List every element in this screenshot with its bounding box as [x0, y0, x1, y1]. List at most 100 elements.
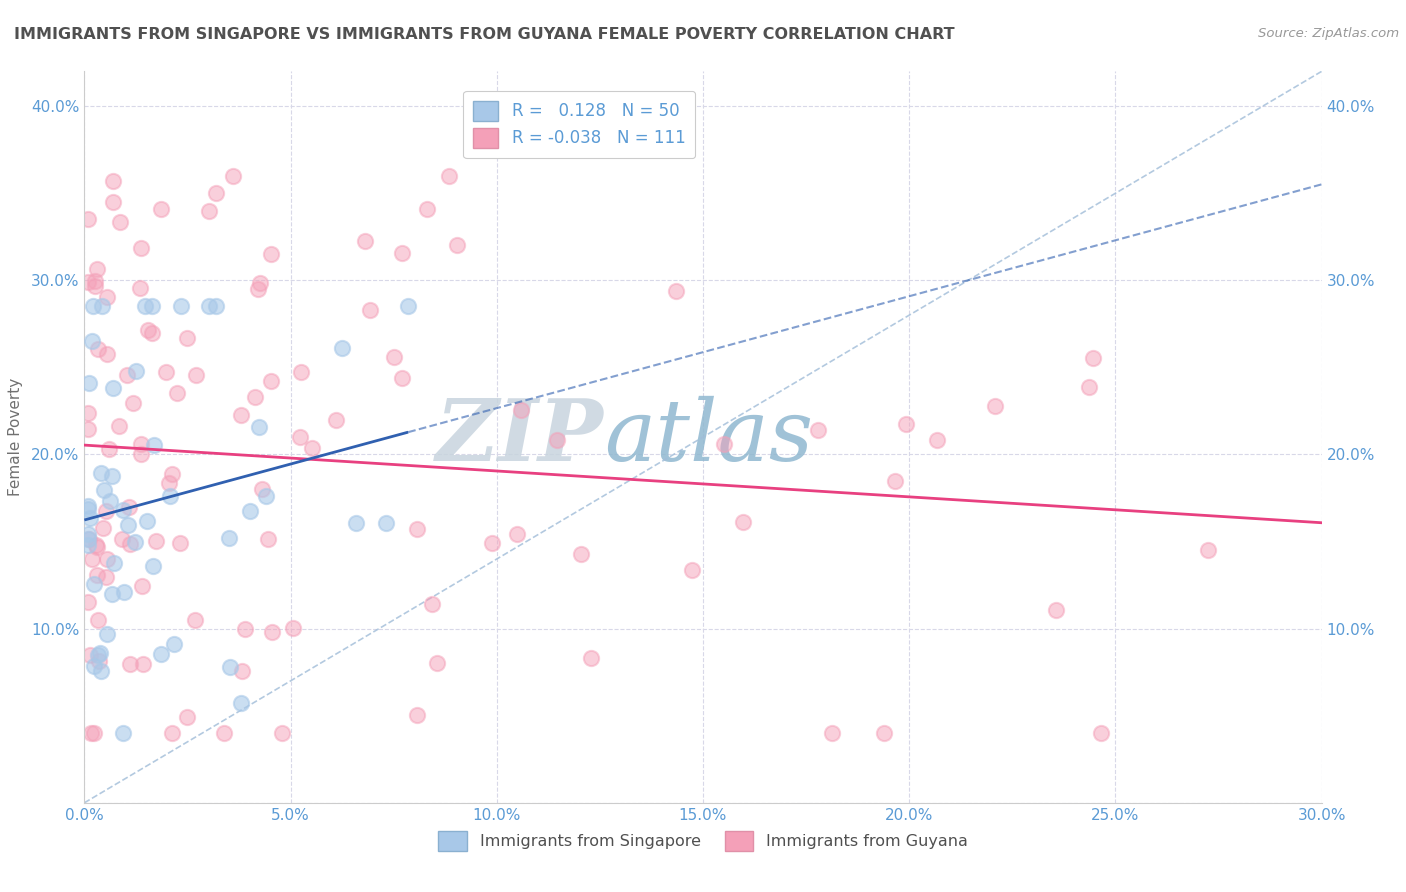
- Point: [90, 300, 112, 314]
- Point: [77, 500, 100, 514]
- Point: [290, 365, 312, 379]
- Point: [80, 334, 103, 349]
- Point: [108, 418, 131, 433]
- Point: [257, 532, 280, 546]
- Point: [681, 562, 703, 576]
- Point: [176, 710, 198, 724]
- Point: [145, 534, 167, 549]
- Point: [184, 613, 207, 627]
- Point: [481, 536, 503, 550]
- Point: [344, 516, 367, 531]
- Point: [405, 522, 427, 536]
- Point: [100, 587, 122, 601]
- Point: [77, 422, 100, 436]
- Point: [353, 235, 375, 249]
- Point: [510, 403, 533, 417]
- Point: [239, 504, 262, 518]
- Point: [420, 597, 443, 611]
- Point: [110, 215, 132, 229]
- Text: IMMIGRANTS FROM SINGAPORE VS IMMIGRANTS FROM GUYANA FEMALE POVERTY CORRELATION C: IMMIGRANTS FROM SINGAPORE VS IMMIGRANTS …: [14, 27, 955, 42]
- Point: [821, 726, 844, 740]
- Point: [83, 279, 105, 293]
- Point: [163, 637, 186, 651]
- Point: [129, 241, 152, 255]
- Point: [426, 656, 449, 670]
- Point: [90, 466, 112, 480]
- Point: [807, 423, 830, 437]
- Y-axis label: Female Poverty: Female Poverty: [7, 378, 22, 496]
- Point: [136, 323, 159, 337]
- Point: [229, 696, 252, 710]
- Point: [141, 326, 163, 340]
- Point: [86, 262, 108, 277]
- Point: [96, 551, 118, 566]
- Point: [1197, 542, 1219, 557]
- Point: [925, 433, 948, 447]
- Point: [231, 664, 253, 678]
- Point: [713, 436, 735, 450]
- Point: [141, 300, 163, 314]
- Point: [359, 303, 381, 318]
- Point: [91, 520, 114, 534]
- Point: [93, 483, 115, 497]
- Point: [79, 511, 101, 525]
- Point: [87, 342, 110, 356]
- Point: [249, 276, 271, 290]
- Point: [176, 331, 198, 345]
- Point: [1077, 379, 1099, 393]
- Point: [87, 613, 110, 627]
- Point: [446, 238, 468, 252]
- Point: [129, 447, 152, 461]
- Point: [111, 726, 134, 740]
- Point: [103, 381, 125, 395]
- Point: [77, 376, 100, 390]
- Point: [406, 707, 429, 722]
- Point: [375, 516, 398, 530]
- Point: [382, 350, 405, 364]
- Point: [149, 202, 172, 216]
- Point: [259, 247, 281, 261]
- Point: [1090, 726, 1112, 740]
- Point: [170, 300, 193, 314]
- Point: [271, 726, 294, 740]
- Point: [86, 568, 108, 582]
- Point: [1045, 603, 1067, 617]
- Point: [437, 169, 460, 183]
- Point: [79, 648, 101, 662]
- Point: [416, 202, 439, 216]
- Point: [77, 275, 100, 289]
- Point: [94, 570, 117, 584]
- Point: [391, 245, 413, 260]
- Point: [101, 174, 124, 188]
- Point: [77, 406, 100, 420]
- Point: [124, 534, 146, 549]
- Point: [124, 363, 146, 377]
- Point: [984, 399, 1007, 413]
- Point: [77, 532, 100, 546]
- Point: [222, 169, 245, 183]
- Point: [150, 648, 173, 662]
- Point: [96, 290, 118, 304]
- Point: [873, 726, 896, 740]
- Point: [87, 648, 110, 663]
- Point: [155, 365, 177, 379]
- Point: [97, 442, 120, 457]
- Point: [301, 441, 323, 455]
- Point: [103, 194, 125, 209]
- Point: [896, 417, 918, 431]
- Text: ZIP: ZIP: [436, 395, 605, 479]
- Point: [83, 274, 105, 288]
- Point: [83, 726, 105, 740]
- Point: [80, 726, 103, 740]
- Point: [77, 538, 100, 552]
- Point: [1081, 351, 1104, 365]
- Point: [198, 300, 221, 314]
- Point: [233, 623, 256, 637]
- Point: [159, 490, 181, 504]
- Point: [103, 556, 125, 570]
- Point: [118, 500, 141, 514]
- Point: [112, 502, 135, 516]
- Point: [82, 300, 104, 314]
- Point: [101, 469, 124, 483]
- Point: [131, 579, 153, 593]
